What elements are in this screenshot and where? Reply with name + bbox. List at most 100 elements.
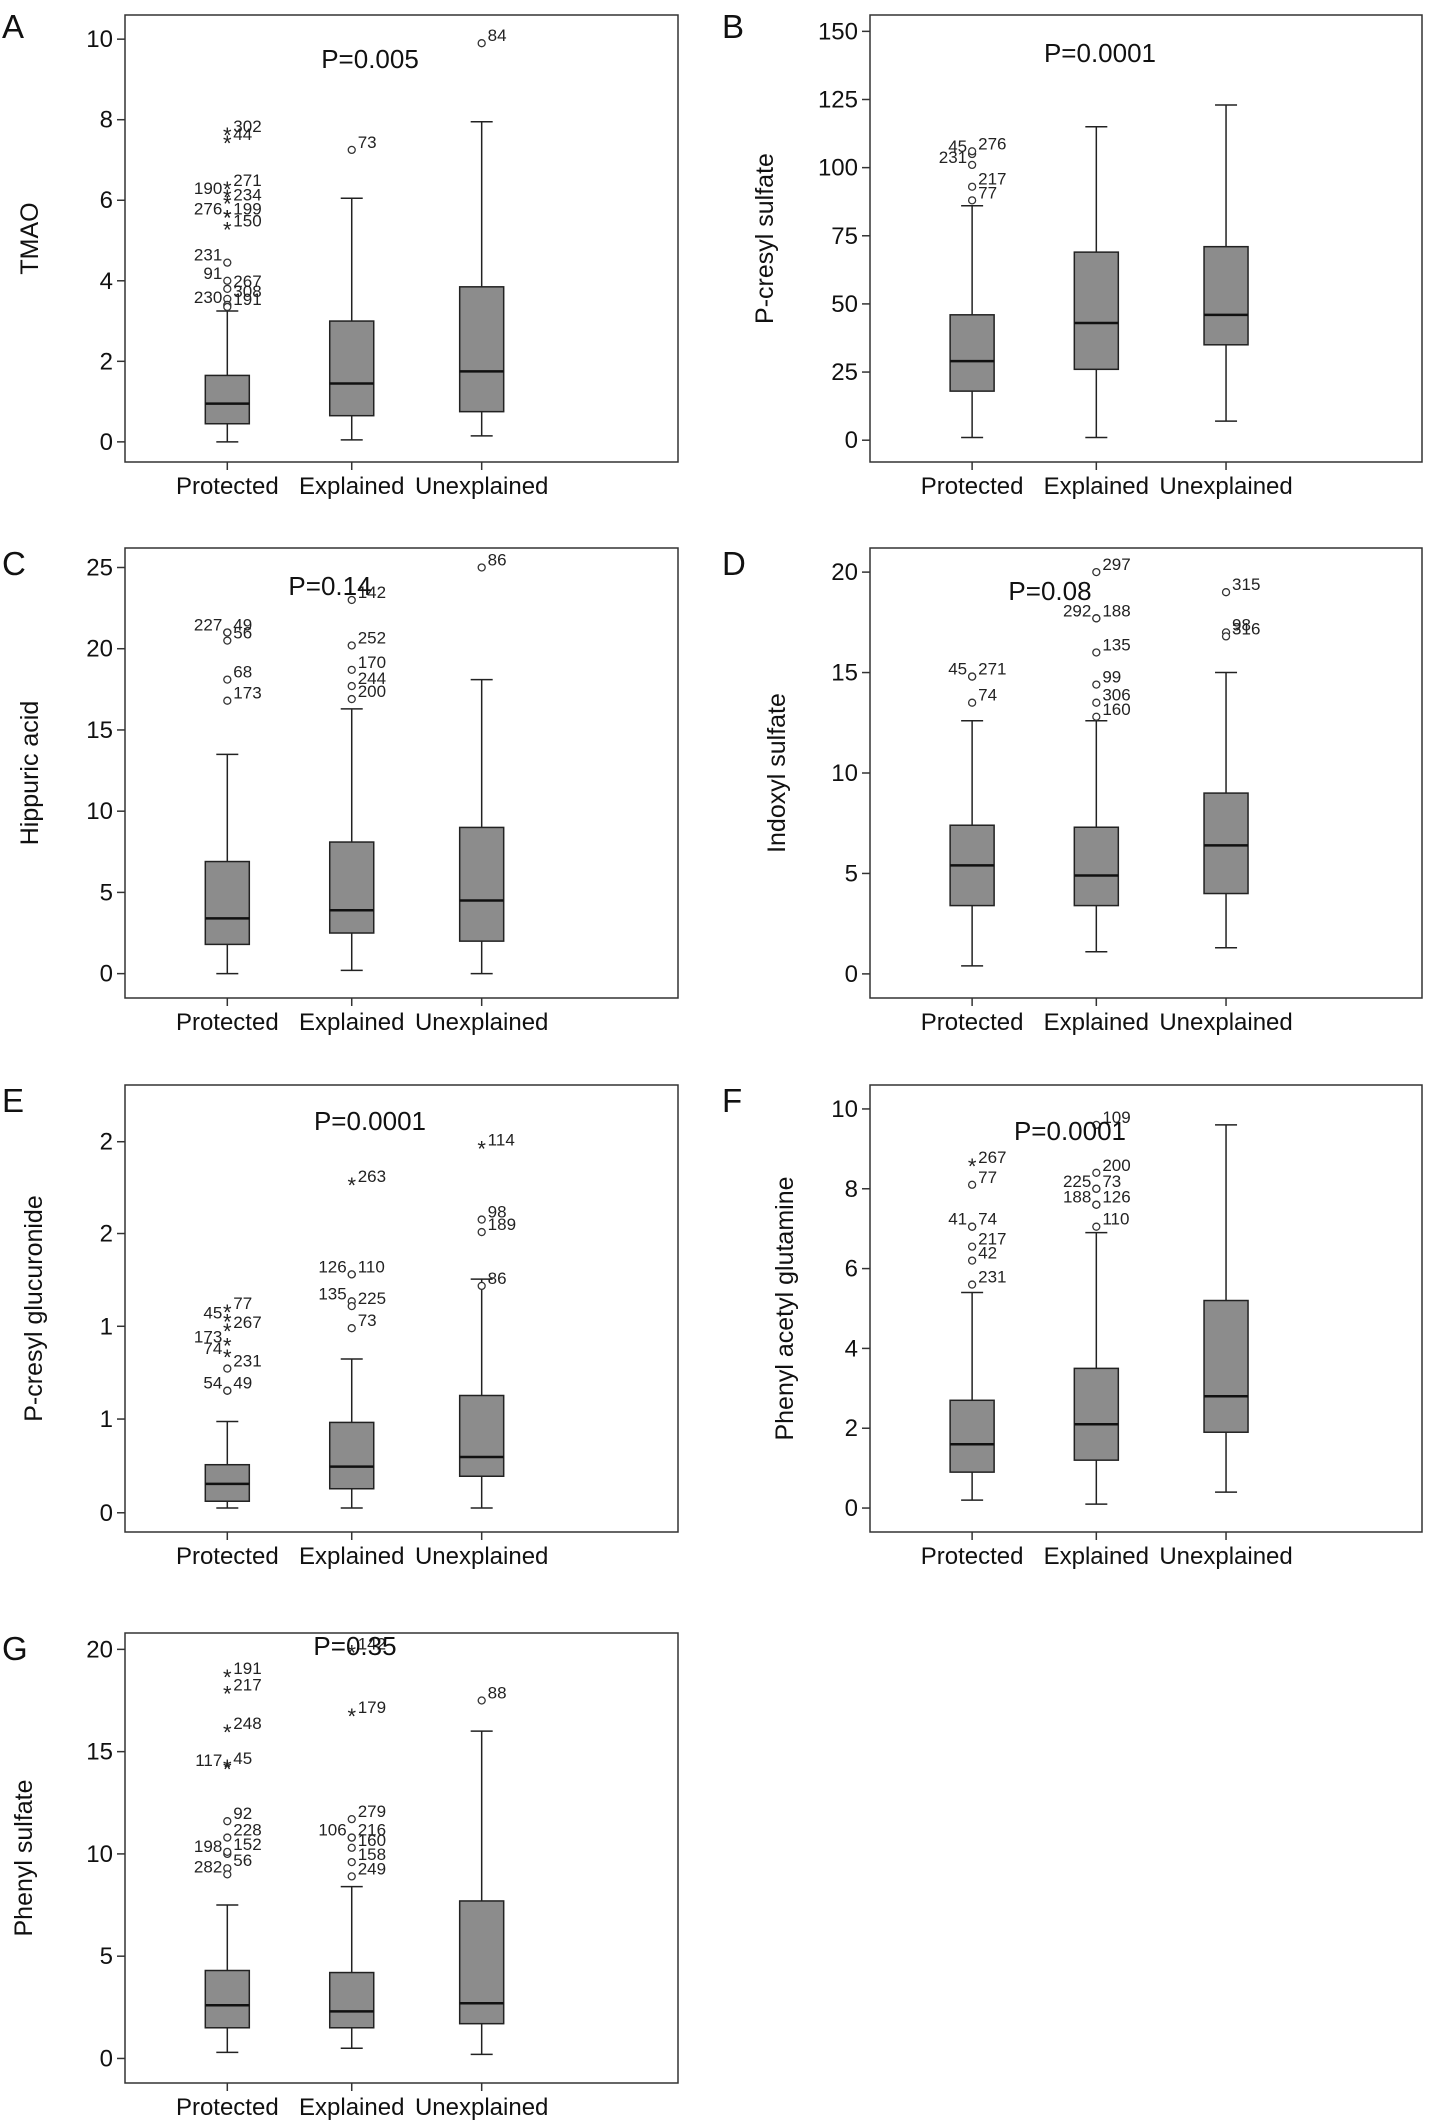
panel-f-outlier-label: 126 (1102, 1188, 1130, 1207)
panel-g-outlier-circle (223, 1847, 232, 1857)
panel-e-outlier-label: 114 (488, 1130, 515, 1149)
panel-e-outlier-label: 98 (488, 1203, 507, 1222)
panel-a-outlier-label: 44 (233, 125, 252, 144)
panel-e-xtick-label: Unexplained (415, 1543, 548, 1570)
panel-e-outlier-circle (477, 1227, 486, 1237)
panel-e-unexplained-box (458, 1394, 505, 1477)
panel-c-outlier-circle (347, 665, 356, 674)
panel-a-pvalue: P=0.005 (321, 44, 419, 74)
panel-c-pvalue: P=0.14 (288, 571, 371, 601)
panel-e-outlier-circle (347, 1324, 356, 1333)
panel-a-outlier-label: 234 (233, 185, 261, 204)
panel-a-unexplained-box (458, 286, 505, 413)
panel-g-outlier-star: * (223, 1755, 232, 1780)
panel-g-outlier-circle (347, 1857, 356, 1867)
panel-g-ytick-label: 5 (100, 1943, 113, 1970)
panel-d-outlier-label: 292 (1063, 601, 1091, 620)
panel-c-outlier-circle (347, 681, 356, 691)
panel-g-outlier-circle (223, 1870, 232, 1879)
panel-d-outlier-circle (1092, 614, 1101, 623)
panel-a-ytick-label: 10 (86, 26, 113, 53)
panel-e-outlier-star: * (223, 1319, 232, 1344)
panel-d-ytick-label: 10 (831, 760, 858, 787)
panel-e-outlier-label: 263 (358, 1167, 386, 1186)
panel-f-outlier-label: 41 (948, 1210, 967, 1229)
panel-c-outlier-label: 173 (233, 684, 261, 703)
panel-f-letter: F (722, 1082, 742, 1119)
panel-g-outlier-label: 279 (358, 1802, 386, 1821)
panel-d-outlier-label: 188 (1102, 601, 1130, 620)
panel-d-outlier-label: 74 (978, 686, 997, 705)
panel-a-outlier-circle (477, 39, 486, 48)
panel-g-outlier-label: 117 (195, 1751, 222, 1770)
panel-g-outlier-star: * (223, 1681, 232, 1706)
panel-b-frame (869, 14, 1423, 463)
panel-f-outlier-label: 267 (978, 1148, 1006, 1167)
panel-b-ylabel: P-cresyl sulfate (751, 153, 779, 324)
panel-d-outlier-label: 99 (1102, 668, 1121, 687)
panel-a-outlier-star: * (223, 123, 232, 148)
panel-e-outlier-circle (477, 1215, 486, 1224)
panel-a-ylabel: TMAO (16, 202, 44, 274)
panel-b-ytick-label: 75 (831, 223, 858, 250)
panel-c-outlier-circle (223, 696, 232, 705)
panel-a-outlier-label: 230 (194, 288, 222, 307)
panel-e-outlier-label: 74 (203, 1339, 222, 1358)
panel-f-outlier-circle (967, 1280, 977, 1289)
panel-g-outlier-star: * (347, 1640, 356, 1665)
panel-f-outlier-star: * (968, 1154, 977, 1179)
panel-f-outlier-label: 73 (1102, 1172, 1121, 1191)
panel-d-pvalue: P=0.08 (1008, 576, 1091, 606)
panel-e-outlier-star: * (223, 1310, 232, 1335)
panel-f-outlier-label: 188 (1063, 1188, 1091, 1207)
panel-d-outlier-label: 315 (1232, 575, 1260, 594)
panel-c-outlier-label: 86 (488, 550, 507, 569)
panel-e-frame (124, 1084, 679, 1533)
panel-c-ytick-label: 5 (100, 879, 113, 906)
panel-f-outlier-circle (1092, 1120, 1101, 1130)
panel-f-frame (869, 1084, 1423, 1533)
panel-e-outlier-star: * (223, 1334, 232, 1359)
panel-e-outlier-circle (223, 1386, 232, 1395)
panel-d-outlier-label: 45 (948, 660, 967, 679)
panel-e-pvalue: P=0.0001 (314, 1106, 426, 1136)
panel-g-outlier-label: 160 (358, 1831, 386, 1850)
panel-c-outlier-circle (477, 563, 486, 572)
panel-b-ytick-label: 25 (831, 359, 858, 386)
panel-c-ytick-label: 20 (86, 636, 113, 663)
panel-a-outlier-label: 73 (358, 133, 377, 152)
panel-e-outlier-label: 135 (318, 1284, 346, 1303)
panel-a-outlier-label: 84 (488, 26, 507, 45)
panel-a-ytick-label: 8 (100, 107, 113, 134)
panel-e-outlier-label: 267 (233, 1313, 261, 1332)
panel-a-frame (124, 14, 679, 463)
panel-a-ytick-label: 4 (100, 268, 113, 295)
panel-f-protected-box (949, 1399, 995, 1473)
panel-f-outlier-circle (1092, 1184, 1101, 1193)
panel-e-outlier-star: * (477, 1136, 486, 1161)
panel-a-outlier-circle (223, 302, 232, 312)
panel-f-xtick-label: Explained (1044, 1543, 1149, 1570)
panel-a-ytick-label: 0 (100, 429, 113, 456)
panel-b-xtick-label: Unexplained (1159, 473, 1292, 500)
panel-f-outlier-circle (967, 1256, 977, 1265)
panel-f-outlier-label: 74 (978, 1210, 997, 1229)
panel-g-outlier-circle (223, 1817, 232, 1826)
panel-e-outlier-circle (347, 1301, 356, 1311)
panel-c-protected-box (204, 860, 251, 946)
panel-a-outlier-label: 190 (194, 179, 222, 198)
panel-b-ytick-label: 150 (818, 18, 858, 45)
panel-g-unexplained-box (458, 1900, 505, 2025)
panel-e-ytick-label: 0 (100, 1500, 113, 1527)
panel-f-outlier-label: 77 (978, 1168, 997, 1187)
panel-g-xtick-label: Explained (299, 2094, 404, 2121)
panel-g-outlier-label: 179 (358, 1698, 386, 1717)
panel-f-outlier-label: 225 (1063, 1172, 1091, 1191)
panel-b-xtick-label: Protected (921, 473, 1024, 500)
panel-d-xtick-label: Explained (1044, 1009, 1149, 1036)
panel-g-outlier-label: 282 (194, 1857, 222, 1876)
panel-e-outlier-star: * (347, 1173, 356, 1198)
panel-c-letter: C (2, 545, 26, 582)
panel-b-pvalue: P=0.0001 (1044, 38, 1156, 68)
panel-g-outlier-label: 152 (233, 1835, 261, 1854)
